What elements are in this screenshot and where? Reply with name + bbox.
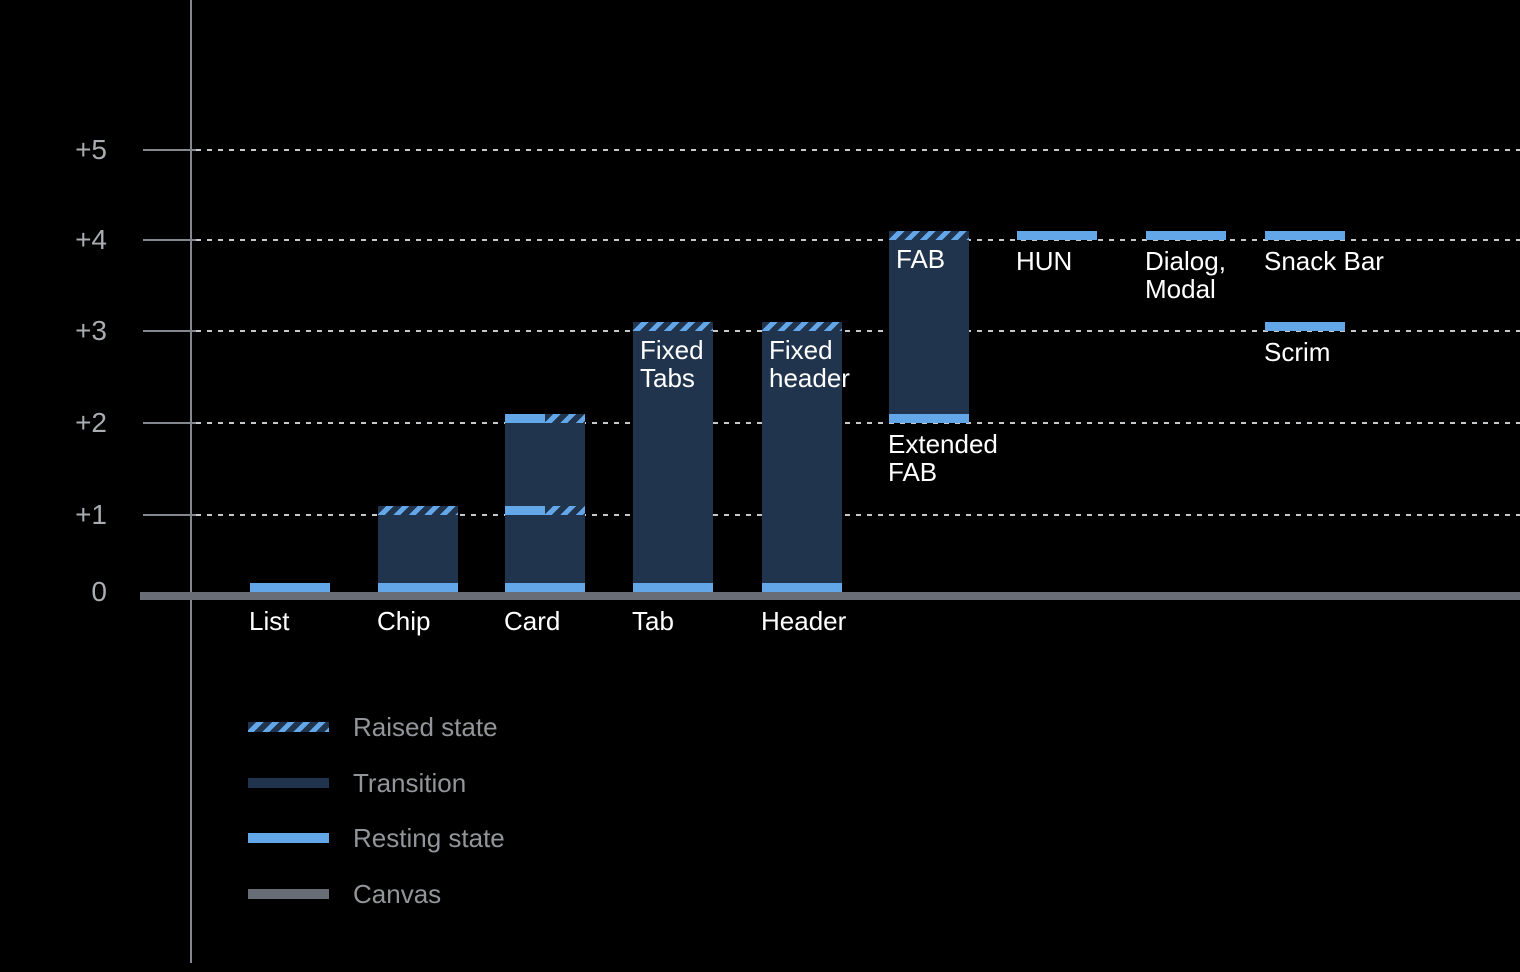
fab-segment-transition bbox=[889, 240, 969, 414]
hun-segment-resting bbox=[1017, 231, 1097, 240]
snackbar-label: Snack Bar bbox=[1264, 247, 1384, 275]
dialog-label-line: Dialog, bbox=[1145, 246, 1226, 276]
header-segment-raised bbox=[762, 322, 842, 331]
header-inner-label-line: Fixed bbox=[769, 335, 833, 365]
list-label-line: List bbox=[249, 606, 290, 636]
axis-tick-mark bbox=[143, 149, 196, 151]
y-axis-line bbox=[190, 0, 192, 963]
axis-tick-mark bbox=[143, 422, 196, 424]
fab-segment-raised bbox=[889, 231, 969, 240]
axis-tick-label: +2 bbox=[75, 407, 107, 438]
canvas-baseline bbox=[140, 592, 1520, 600]
tab-label: Tab bbox=[632, 607, 674, 635]
axis-tick-label: +5 bbox=[75, 134, 107, 165]
axis-tick-label: 0 bbox=[91, 576, 107, 607]
card-segment-transition bbox=[505, 423, 585, 506]
fab-inner-label: FAB bbox=[896, 245, 945, 273]
fab-label: Extended FAB bbox=[888, 430, 998, 486]
axis-tick-mark bbox=[143, 330, 196, 332]
legend-swatch-transition bbox=[248, 778, 329, 788]
legend-label-resting: Resting state bbox=[353, 823, 505, 853]
fab-label-line: FAB bbox=[888, 457, 938, 487]
tab-segment-transition bbox=[633, 331, 713, 583]
header-segment-transition bbox=[762, 331, 842, 583]
snackbar-label-line: Snack Bar bbox=[1264, 246, 1384, 276]
chip-segment-transition bbox=[378, 515, 458, 583]
tab-segment-raised bbox=[633, 322, 713, 331]
tab-inner-label: Fixed Tabs bbox=[640, 336, 704, 392]
card-segment-resting bbox=[505, 583, 585, 592]
gridline bbox=[196, 422, 1520, 424]
list-label: List bbox=[249, 607, 289, 635]
legend-swatch-canvas bbox=[248, 889, 329, 899]
fab-segment-resting bbox=[889, 414, 969, 423]
fab-label-line: Extended bbox=[888, 429, 998, 459]
axis-tick-label: +3 bbox=[75, 315, 107, 346]
chip-label-line: Chip bbox=[377, 606, 431, 636]
scrim-label-line: Scrim bbox=[1264, 337, 1331, 367]
card-segment-resting-raised bbox=[505, 414, 585, 423]
axis-tick-label: +1 bbox=[75, 499, 107, 530]
hun-label: HUN bbox=[1016, 247, 1072, 275]
axis-tick-mark bbox=[143, 514, 196, 516]
chip-segment-resting bbox=[378, 583, 458, 592]
header-segment-resting bbox=[762, 583, 842, 592]
fab-inner-label-line: FAB bbox=[896, 244, 946, 274]
legend-label-raised: Raised state bbox=[353, 712, 498, 742]
dialog-label-line: Modal bbox=[1145, 274, 1216, 304]
gridline bbox=[196, 514, 1520, 516]
dialog-segment-resting bbox=[1146, 231, 1226, 240]
legend-label-transition: Transition bbox=[353, 768, 467, 798]
legend-swatch-raised bbox=[248, 722, 329, 732]
card-label: Card bbox=[504, 607, 560, 635]
legend-swatch-resting bbox=[248, 833, 329, 843]
chip-label: Chip bbox=[377, 607, 430, 635]
card-split-resting bbox=[505, 506, 545, 515]
tab-label-line: Tab bbox=[632, 606, 674, 636]
tab-inner-label-line: Tabs bbox=[640, 363, 695, 393]
chip-segment-raised bbox=[378, 506, 458, 515]
header-label-line: Header bbox=[761, 606, 847, 636]
snackbar-segment-resting bbox=[1265, 231, 1345, 240]
scrim-segment-resting bbox=[1265, 322, 1345, 331]
card-label-line: Card bbox=[504, 606, 561, 636]
card-segment-resting-raised bbox=[505, 506, 585, 515]
card-split-raised bbox=[545, 414, 585, 423]
card-split-raised bbox=[545, 506, 585, 515]
gridline bbox=[196, 149, 1520, 151]
scrim-label: Scrim bbox=[1264, 338, 1330, 366]
gridline bbox=[196, 239, 1520, 241]
legend-label-canvas: Canvas bbox=[353, 879, 442, 909]
header-label: Header bbox=[761, 607, 846, 635]
dialog-label: Dialog, Modal bbox=[1145, 247, 1226, 303]
card-split-resting bbox=[505, 414, 545, 423]
gridline bbox=[196, 330, 1520, 332]
header-inner-label: Fixed header bbox=[769, 336, 850, 392]
card-segment-transition bbox=[505, 515, 585, 583]
list-segment-resting bbox=[250, 583, 330, 592]
header-inner-label-line: header bbox=[769, 363, 850, 393]
axis-tick-label: +4 bbox=[75, 224, 107, 255]
tab-inner-label-line: Fixed bbox=[640, 335, 704, 365]
tab-segment-resting bbox=[633, 583, 713, 592]
hun-label-line: HUN bbox=[1016, 246, 1073, 276]
axis-tick-mark bbox=[143, 239, 196, 241]
